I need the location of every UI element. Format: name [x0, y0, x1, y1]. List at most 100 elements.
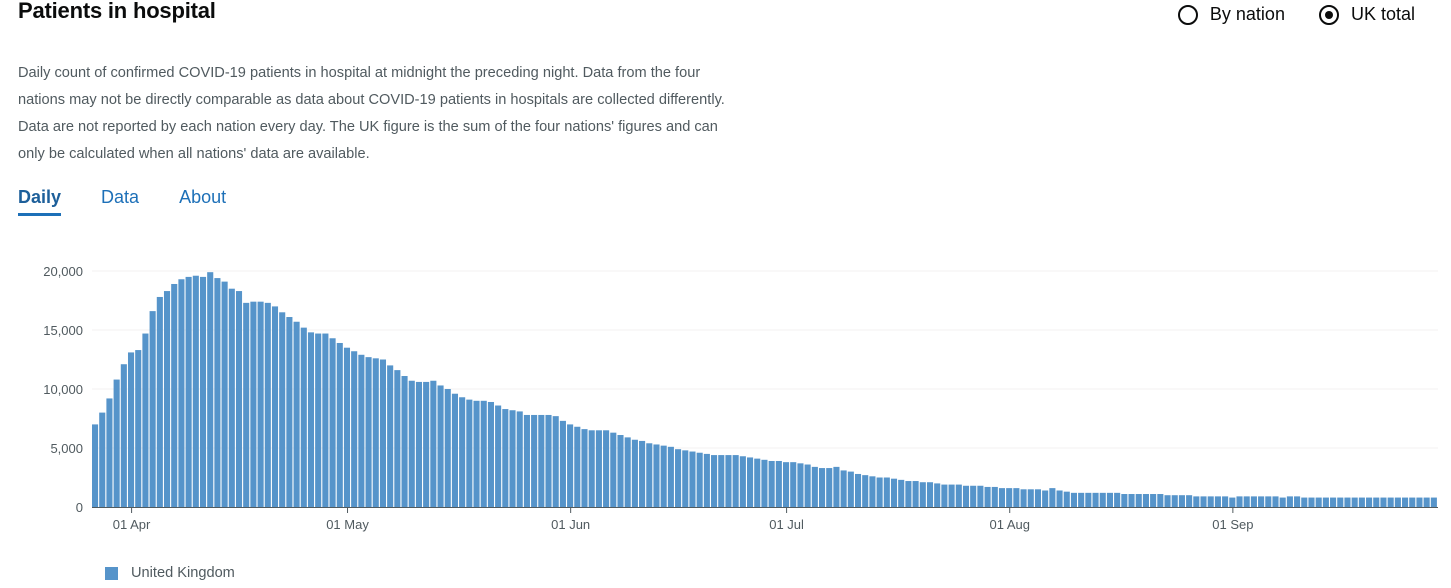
- bar: [876, 477, 883, 507]
- bar: [351, 351, 358, 507]
- bar: [754, 458, 761, 507]
- bar: [466, 399, 473, 507]
- bar: [473, 400, 480, 507]
- bar: [1387, 497, 1394, 507]
- bar: [1121, 494, 1128, 507]
- bar: [106, 398, 113, 507]
- bar: [415, 381, 423, 507]
- bar: [1330, 497, 1337, 507]
- bar: [739, 456, 746, 507]
- bar: [926, 482, 934, 507]
- bar: [300, 327, 307, 507]
- bar: [423, 381, 430, 507]
- bar: [1063, 491, 1070, 507]
- bar: [1265, 496, 1272, 507]
- legend-swatch-icon: [105, 566, 118, 580]
- bar: [1085, 492, 1092, 507]
- chart-legend: United Kingdom: [105, 565, 235, 581]
- bar: [898, 479, 905, 507]
- bar: [1366, 497, 1373, 507]
- bar: [149, 311, 156, 507]
- bar: [1315, 497, 1322, 507]
- bar: [581, 429, 588, 507]
- bar: [797, 463, 804, 507]
- bar: [905, 481, 912, 507]
- bar: [1078, 492, 1085, 507]
- tab-daily[interactable]: Daily: [18, 187, 62, 216]
- bar: [1344, 497, 1351, 507]
- bar: [711, 455, 718, 507]
- bar: [991, 486, 998, 507]
- bar: [811, 466, 818, 507]
- bar: [1416, 497, 1423, 507]
- bar: [862, 475, 869, 507]
- bar: [329, 338, 336, 507]
- bar: [99, 412, 106, 507]
- bar: [912, 481, 919, 507]
- bar: [365, 357, 372, 507]
- tab-data[interactable]: Data: [101, 187, 140, 207]
- bar: [315, 333, 322, 507]
- bar: [1423, 497, 1430, 507]
- bar: [185, 276, 192, 507]
- bar: [358, 354, 365, 507]
- bar: [962, 485, 970, 507]
- x-tick-label: 01 May: [326, 517, 369, 532]
- bar: [322, 333, 329, 507]
- bar: [934, 483, 941, 507]
- bar: [703, 453, 710, 507]
- bar: [235, 291, 243, 507]
- bar: [1394, 497, 1401, 507]
- bar: [1214, 496, 1221, 507]
- bar: [552, 416, 559, 507]
- tab-list: Daily Data About: [18, 187, 226, 216]
- bar: [1272, 496, 1279, 507]
- bar: [675, 449, 682, 507]
- radio-unchecked-icon[interactable]: [1177, 4, 1198, 25]
- bar: [948, 484, 955, 507]
- bar: [372, 358, 379, 507]
- radio-checked-icon[interactable]: [1318, 4, 1339, 25]
- bar: [387, 365, 394, 507]
- bar: [883, 477, 890, 507]
- bar: [826, 468, 833, 507]
- bar: [516, 411, 523, 507]
- bar: [430, 380, 437, 507]
- bar: [257, 301, 264, 507]
- bar: [768, 460, 775, 507]
- bar: [1258, 496, 1265, 507]
- bar: [228, 288, 235, 507]
- bar: [394, 370, 401, 507]
- bar: [1308, 497, 1315, 507]
- bar: [523, 414, 530, 507]
- by-nation-radio[interactable]: By nation: [1177, 4, 1285, 25]
- y-tick-label: 15,000: [43, 323, 83, 338]
- by-nation-label[interactable]: By nation: [1209, 4, 1285, 24]
- bar: [1027, 489, 1034, 507]
- uk-total-label[interactable]: UK total: [1350, 4, 1415, 24]
- bar: [833, 466, 840, 507]
- bar: [401, 376, 408, 507]
- bar: [1157, 494, 1164, 507]
- bar: [919, 482, 926, 507]
- uk-total-radio[interactable]: UK total: [1318, 4, 1415, 25]
- bar: [509, 410, 516, 507]
- bar: [1250, 496, 1257, 507]
- bar: [1380, 497, 1387, 507]
- bar: [1070, 492, 1078, 507]
- bar: [1034, 489, 1042, 507]
- tab-about[interactable]: About: [179, 187, 227, 207]
- bar: [1294, 496, 1301, 507]
- bar: [437, 385, 444, 507]
- bar: [890, 478, 898, 507]
- bar: [1430, 497, 1437, 507]
- bar: [689, 451, 696, 507]
- bar: [790, 462, 797, 507]
- bar: [221, 281, 228, 507]
- bar: [171, 283, 178, 507]
- bar: [1193, 496, 1200, 507]
- bar: [1222, 496, 1229, 507]
- bar: [1099, 492, 1106, 507]
- bar: [495, 405, 502, 507]
- x-tick-label: 01 Sep: [1212, 517, 1253, 532]
